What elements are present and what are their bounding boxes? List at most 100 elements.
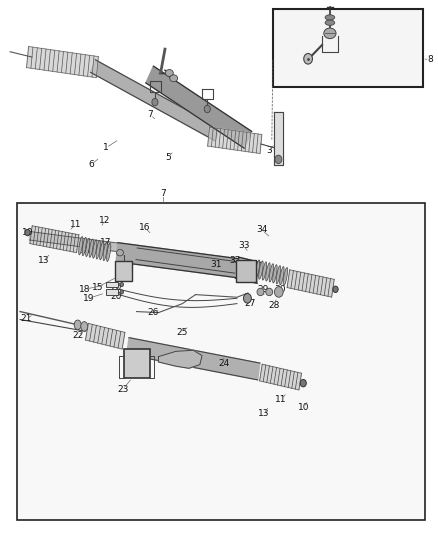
Text: 25: 25 <box>176 328 187 337</box>
Text: 34: 34 <box>255 225 267 235</box>
Polygon shape <box>26 46 98 78</box>
Text: 20: 20 <box>110 292 121 301</box>
Ellipse shape <box>256 288 263 296</box>
Text: 3: 3 <box>266 147 272 156</box>
Polygon shape <box>235 257 260 283</box>
Text: 6: 6 <box>88 160 94 169</box>
Circle shape <box>300 379 306 387</box>
Polygon shape <box>136 248 237 273</box>
Text: 11: 11 <box>70 220 81 229</box>
Polygon shape <box>85 324 125 349</box>
Text: 9: 9 <box>297 59 303 68</box>
Bar <box>106 289 118 295</box>
Ellipse shape <box>81 321 88 331</box>
Text: 18: 18 <box>78 285 90 294</box>
Ellipse shape <box>165 69 173 76</box>
Polygon shape <box>116 243 237 278</box>
Ellipse shape <box>265 288 272 296</box>
Ellipse shape <box>96 241 100 259</box>
Text: 24: 24 <box>218 359 229 368</box>
Ellipse shape <box>323 28 335 38</box>
Ellipse shape <box>170 75 177 82</box>
Text: 10: 10 <box>22 228 33 237</box>
Bar <box>17 203 424 520</box>
Text: 10: 10 <box>297 403 309 412</box>
Text: 22: 22 <box>72 331 83 340</box>
Circle shape <box>120 290 123 294</box>
Text: 33: 33 <box>238 241 249 251</box>
Text: 2: 2 <box>289 16 294 25</box>
Text: 13: 13 <box>38 256 49 265</box>
Ellipse shape <box>276 265 280 284</box>
Text: 32: 32 <box>229 256 240 265</box>
Polygon shape <box>127 338 259 380</box>
Circle shape <box>274 287 283 297</box>
Ellipse shape <box>261 262 266 280</box>
Text: 12: 12 <box>99 216 110 225</box>
Text: 13: 13 <box>257 409 268 418</box>
Text: 8: 8 <box>426 55 431 63</box>
Ellipse shape <box>325 15 334 20</box>
Ellipse shape <box>283 268 287 286</box>
Circle shape <box>152 99 158 106</box>
Text: 5: 5 <box>165 153 170 162</box>
Ellipse shape <box>82 237 86 256</box>
Ellipse shape <box>78 237 83 255</box>
Text: 17: 17 <box>100 238 112 247</box>
Polygon shape <box>91 60 219 141</box>
Text: 31: 31 <box>210 260 221 269</box>
Circle shape <box>204 106 210 113</box>
Polygon shape <box>273 112 282 165</box>
Polygon shape <box>30 226 79 253</box>
Ellipse shape <box>99 241 103 260</box>
Text: 11: 11 <box>275 395 286 404</box>
Circle shape <box>120 282 123 287</box>
Bar <box>123 349 149 378</box>
Text: 19: 19 <box>83 294 94 303</box>
Polygon shape <box>29 231 254 270</box>
Polygon shape <box>286 270 333 297</box>
Text: 30: 30 <box>273 285 285 294</box>
Circle shape <box>303 53 312 64</box>
Ellipse shape <box>85 238 90 256</box>
Text: 26: 26 <box>147 308 159 317</box>
Polygon shape <box>158 350 201 368</box>
Circle shape <box>274 155 281 164</box>
Text: 29: 29 <box>257 285 268 294</box>
Ellipse shape <box>265 263 269 281</box>
Bar <box>115 261 132 281</box>
Ellipse shape <box>89 239 93 257</box>
Polygon shape <box>259 364 301 390</box>
Ellipse shape <box>106 243 110 262</box>
Ellipse shape <box>325 20 334 26</box>
Bar <box>106 282 118 287</box>
Ellipse shape <box>103 243 107 261</box>
Text: 21: 21 <box>21 314 32 324</box>
Ellipse shape <box>272 265 276 283</box>
Ellipse shape <box>258 261 262 279</box>
Bar <box>272 9 422 87</box>
Text: 28: 28 <box>267 301 279 310</box>
Text: 15: 15 <box>92 282 103 292</box>
Circle shape <box>332 286 337 293</box>
Text: 14: 14 <box>80 246 91 255</box>
Ellipse shape <box>74 320 81 329</box>
Text: 7: 7 <box>159 189 165 198</box>
Text: 1: 1 <box>103 143 109 152</box>
Ellipse shape <box>116 249 123 256</box>
Text: 4: 4 <box>311 29 317 38</box>
Text: 23: 23 <box>117 385 128 394</box>
Text: 16: 16 <box>138 223 150 232</box>
Ellipse shape <box>268 264 273 282</box>
Text: 20: 20 <box>110 283 121 292</box>
Text: 27: 27 <box>244 298 255 308</box>
Ellipse shape <box>92 240 97 258</box>
Text: 7: 7 <box>147 110 153 119</box>
Circle shape <box>25 229 30 236</box>
Ellipse shape <box>254 260 259 278</box>
Polygon shape <box>207 127 261 154</box>
Polygon shape <box>145 66 251 148</box>
Ellipse shape <box>279 266 283 285</box>
Circle shape <box>243 294 251 303</box>
Bar <box>235 260 255 282</box>
